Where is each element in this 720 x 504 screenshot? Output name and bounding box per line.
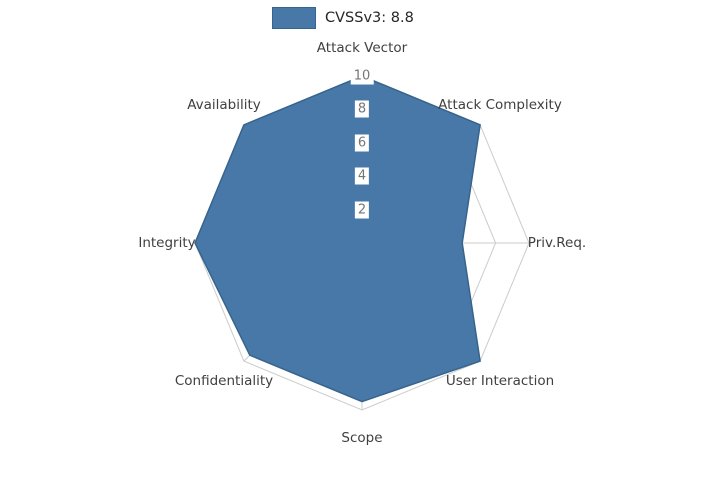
axis-label-scope: Scope: [341, 430, 383, 446]
legend-swatch: [272, 7, 316, 29]
axis-label-availability: Availability: [187, 97, 261, 113]
radial-tick-label: 4: [354, 167, 370, 185]
legend-label: CVSSv3: 8.8: [325, 10, 414, 26]
radial-tick-label: 10: [350, 67, 374, 85]
radial-tick-label: 8: [354, 100, 370, 118]
axis-label-priv-req: Priv.Req.: [527, 235, 587, 251]
radial-tick-label: 6: [354, 134, 370, 152]
axis-label-attack-vector: Attack Vector: [316, 40, 408, 56]
axis-label-attack-complexity: Attack Complexity: [438, 97, 562, 113]
axis-label-integrity: Integrity: [138, 235, 196, 251]
axis-label-user-interaction: User Interaction: [445, 373, 555, 389]
data-polygon: [194, 75, 481, 403]
legend: CVSSv3: 8.8: [272, 7, 414, 29]
axis-label-confidentiality: Confidentiality: [174, 373, 274, 389]
radial-tick-label: 2: [354, 201, 370, 219]
